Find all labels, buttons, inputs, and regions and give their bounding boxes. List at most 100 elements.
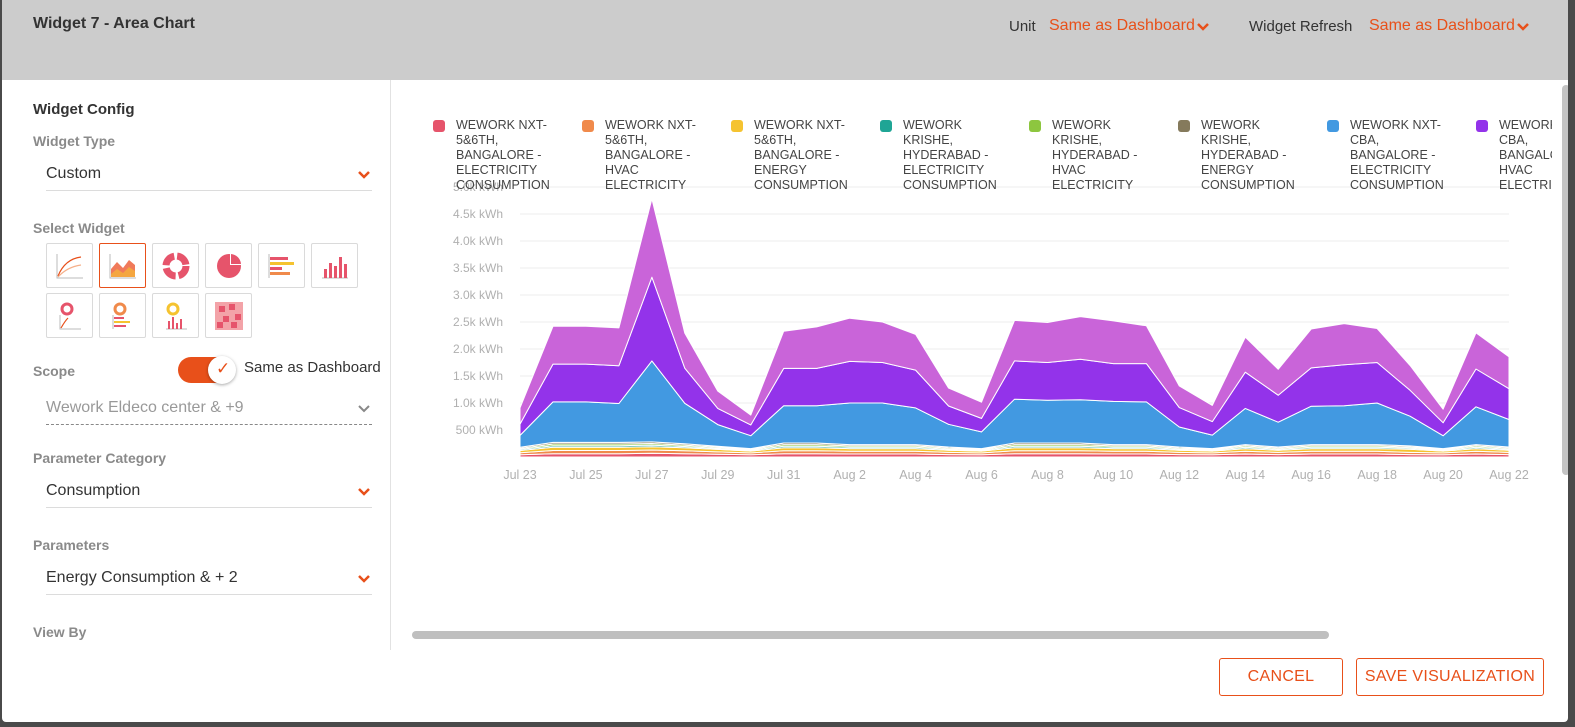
donut-chart-icon — [162, 252, 190, 280]
legend-swatch — [731, 120, 743, 132]
donut-hbar-combo-icon — [112, 302, 130, 329]
legend-swatch — [1178, 120, 1190, 132]
legend-swatch — [582, 120, 594, 132]
legend-label: WEWORK NXT-5&6TH, BANGALORE - ELECTRICIT… — [456, 118, 550, 190]
unit-label: Unit — [1009, 18, 1036, 35]
y-tick-label: 1.5k kWh — [453, 369, 503, 383]
legend-label: WEWORK NXT-CBA, BANGALORE - HVAC ELECTRI… — [1499, 118, 1552, 190]
area-series-9[interactable] — [519, 198, 1510, 426]
horizontal-bar-chart-option[interactable] — [258, 243, 305, 288]
checkmark-icon: ✓ — [216, 359, 231, 378]
pie-chart-icon — [217, 253, 242, 278]
donut-vbar-combo-icon — [166, 302, 187, 330]
horizontal-scrollbar[interactable] — [412, 631, 1329, 639]
y-tick-label: 3.5k kWh — [453, 261, 503, 275]
unit-dropdown[interactable]: Same as Dashboard — [1049, 17, 1195, 34]
parameter-category-value: Consumption — [46, 482, 141, 499]
legend-swatch — [1029, 120, 1041, 132]
pie-chart-option[interactable] — [205, 243, 252, 288]
refresh-chevron-down-icon[interactable] — [1516, 20, 1530, 34]
chart-panel: 500 kWh 1.0k kWh 1.5k kWh 2.0k kWh 2.5k kWh 3… — [392, 80, 1568, 650]
chevron-down-icon — [358, 488, 370, 496]
cancel-button[interactable]: CANCEL — [1219, 658, 1343, 696]
parameters-value: Energy Consumption & + 2 — [46, 569, 238, 586]
x-tick-label: Aug 8 — [1031, 468, 1064, 482]
donut-chart-option[interactable] — [152, 243, 199, 288]
scope-label: Scope — [33, 363, 76, 379]
x-tick-label: Aug 16 — [1291, 468, 1331, 482]
widget-refresh-dropdown[interactable]: Same as Dashboard — [1369, 17, 1515, 34]
legend-label: WEWORK KRISHE, HYDERABAD - HVAC ELECTRIC… — [1052, 118, 1138, 190]
vertical-scrollbar[interactable] — [1562, 85, 1568, 475]
x-tick-label: Aug 4 — [899, 468, 932, 482]
scope-toggle[interactable]: ✓ — [178, 356, 236, 384]
legend-swatch — [880, 120, 892, 132]
y-tick-label: 2.0k kWh — [453, 342, 503, 356]
legend-swatch — [1476, 120, 1488, 132]
x-tick-label: Aug 14 — [1225, 468, 1265, 482]
legend-label: WEWORK NXT-5&6TH, BANGALORE - ENERGY CON… — [754, 118, 848, 190]
y-tick-label: 500 kWh — [456, 423, 503, 437]
view-by-label: View By — [33, 624, 87, 640]
horizontal-bar-chart-icon — [268, 254, 294, 278]
donut-vbar-combo-option[interactable] — [152, 293, 199, 338]
line-chart-icon — [56, 254, 83, 279]
widget-type-value: Custom — [46, 165, 102, 182]
scope-select-value: Wework Eldeco center & +9 — [46, 399, 244, 416]
x-tick-label: Aug 2 — [833, 468, 866, 482]
chart-legend: WEWORK NXT-5&6TH, BANGALORE - ELECTRICIT… — [392, 80, 1552, 190]
x-tick-label: Jul 31 — [767, 468, 800, 482]
x-tick-label: Aug 6 — [965, 468, 998, 482]
x-tick-label: Aug 10 — [1094, 468, 1134, 482]
legend-label: WEWORK NXT-5&6TH, BANGALORE - HVAC ELECT… — [605, 118, 696, 190]
area-chart-option[interactable] — [99, 243, 146, 288]
parameter-category-select[interactable]: Consumption — [46, 476, 372, 508]
x-tick-label: Aug 20 — [1423, 468, 1463, 482]
y-tick-label: 1.0k kWh — [453, 396, 503, 410]
legend-label: WEWORK KRISHE, HYDERABAD - ENERGY CONSUM… — [1201, 118, 1295, 190]
x-tick-label: Jul 23 — [503, 468, 536, 482]
line-chart-option[interactable] — [46, 243, 93, 288]
donut-line-combo-option[interactable] — [46, 293, 93, 338]
scope-toggle-label: Same as Dashboard — [244, 359, 381, 376]
legend-swatch — [1327, 120, 1339, 132]
y-tick-label: 5.0k kWh — [453, 180, 503, 194]
legend-swatch — [433, 120, 445, 132]
x-tick-label: Jul 25 — [569, 468, 602, 482]
parameters-label: Parameters — [33, 537, 110, 553]
y-tick-label: 2.5k kWh — [453, 315, 503, 329]
parameters-select[interactable]: Energy Consumption & + 2 — [46, 563, 372, 595]
widget-type-select[interactable]: Custom — [46, 159, 372, 191]
scope-select[interactable]: Wework Eldeco center & +9 — [46, 393, 372, 425]
y-tick-label: 3.0k kWh — [453, 288, 503, 302]
donut-hbar-combo-option[interactable] — [99, 293, 146, 338]
heatmap-icon — [215, 302, 243, 330]
widget-config-title: Widget Config — [33, 101, 135, 118]
donut-line-combo-icon — [59, 302, 81, 330]
y-tick-label: 4.0k kWh — [453, 234, 503, 248]
x-tick-label: Jul 29 — [701, 468, 734, 482]
x-tick-label: Aug 12 — [1160, 468, 1200, 482]
modal-header: Widget 7 - Area Chart Unit Same as Dashb… — [2, 0, 1568, 80]
chevron-down-icon — [358, 575, 370, 583]
modal-title: Widget 7 - Area Chart — [33, 15, 195, 32]
x-tick-label: Jul 27 — [635, 468, 668, 482]
legend-label: WEWORK KRISHE, HYDERABAD - ELECTRICITY C… — [903, 118, 997, 190]
chevron-down-icon — [358, 171, 370, 179]
select-widget-label: Select Widget — [33, 220, 125, 236]
area-chart-icon — [109, 254, 136, 279]
x-tick-label: Aug 22 — [1489, 468, 1529, 482]
save-visualization-button[interactable]: SAVE VISUALIZATION — [1356, 658, 1544, 696]
config-panel: Widget Config Widget Type Custom Select … — [2, 80, 391, 650]
area-chart: 500 kWh 1.0k kWh 1.5k kWh 2.0k kWh 2.5k kWh 3… — [453, 180, 1529, 482]
vertical-bar-chart-icon — [322, 257, 348, 279]
widget-refresh-label: Widget Refresh — [1249, 18, 1353, 35]
y-tick-label: 4.5k kWh — [453, 207, 503, 221]
unit-chevron-down-icon[interactable] — [1196, 20, 1210, 34]
vertical-bar-chart-option[interactable] — [311, 243, 358, 288]
widget-type-label: Widget Type — [33, 133, 116, 149]
toggle-knob: ✓ — [208, 356, 236, 384]
legend-label: WEWORK NXT-CBA, BANGALORE - ELECTRICITY … — [1350, 118, 1444, 190]
heatmap-option[interactable] — [205, 293, 252, 338]
